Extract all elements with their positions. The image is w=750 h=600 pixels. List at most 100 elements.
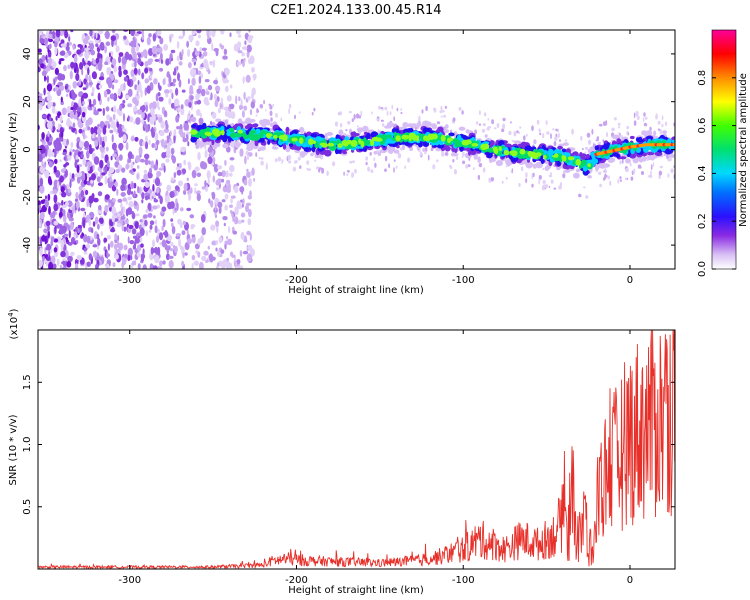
spectrogram-noise-mark (204, 180, 207, 188)
spectrogram-noise-mark (114, 233, 118, 241)
spectrogram-ridge-mark (561, 148, 567, 153)
snr-multiplier-exp: 4 (7, 312, 15, 317)
spectrogram-speck (370, 169, 374, 174)
spectrogram-noise-mark (155, 235, 160, 243)
spectrogram-speck (430, 147, 434, 151)
spectrogram-speck (538, 175, 542, 180)
spectrogram-noise-mark (107, 243, 110, 251)
spectrogram-noise-mark (122, 206, 126, 214)
spectrogram-noise-mark (172, 83, 176, 87)
spectrogram-noise-mark (218, 206, 222, 214)
spectrogram-speck (386, 110, 389, 116)
spectrogram-ridge-mark (662, 145, 668, 150)
spectrogram-noise-mark (94, 139, 99, 147)
spectrogram-noise-mark (190, 68, 196, 77)
spectrogram-noise-mark (239, 148, 244, 157)
spectrogram-noise-mark (212, 156, 216, 164)
spectrogram-noise-mark (42, 114, 47, 119)
spectrogram-speck (586, 132, 591, 138)
spectrogram-noise-mark (184, 242, 190, 251)
spectrogram-noise-mark (97, 223, 100, 230)
spectrogram-noise-mark (187, 78, 190, 85)
spectrogram-speck (598, 171, 602, 175)
spectrogram-speck (657, 128, 661, 131)
spectrogram-speck (591, 128, 594, 135)
spectrogram-noise-mark (104, 175, 108, 185)
spectrogram-noise-mark (119, 104, 123, 111)
spectrogram-noise-mark (188, 192, 192, 201)
spectrogram-noise-mark (109, 129, 114, 134)
spectrogram-ridge-mark (467, 140, 472, 144)
spectrogram-noise-mark (91, 133, 95, 139)
spectrogram-speck (643, 112, 646, 117)
spectrogram-speck (467, 164, 471, 168)
spectrogram-speck (558, 132, 560, 139)
spectrogram-speck (633, 112, 636, 119)
spectrogram-noise-mark (144, 192, 150, 196)
spectrogram-noise-mark (241, 110, 245, 118)
spectrogram-noise-mark (55, 30, 61, 38)
spectrogram-noise-mark (61, 261, 67, 265)
spectrogram-noise-mark (199, 47, 202, 52)
spectrogram-speck (299, 165, 302, 170)
spectrogram-noise-mark (69, 110, 75, 119)
spectrogram-ridge-mark (578, 153, 587, 157)
spectrogram-noise-mark (155, 93, 159, 102)
spectrogram-noise-mark (147, 202, 152, 211)
spectrogram-noise-mark (142, 248, 145, 255)
spectrogram-speck (584, 151, 587, 154)
spectrogram-noise-mark (134, 136, 139, 142)
spectrogram-noise-mark (220, 249, 225, 255)
spectrogram-noise-mark (88, 40, 94, 44)
spectrogram-noise-mark (52, 126, 56, 131)
spectrogram-ridge-mark (267, 139, 271, 145)
spectrogram-noise-mark (129, 255, 133, 261)
spectrogram-noise-mark (98, 76, 105, 81)
spectrogram-noise-mark (194, 243, 200, 250)
spectrogram-noise-mark (122, 134, 127, 143)
spectrogram-noise-mark (199, 113, 202, 118)
spectrogram-noise-mark (127, 115, 130, 121)
spectrogram-ridge-mark (612, 152, 619, 156)
spectrogram-speck (294, 114, 296, 120)
spectrogram-noise-mark (220, 30, 225, 35)
spectrogram-noise-mark (196, 109, 201, 116)
spectrogram-speck (292, 166, 297, 172)
spectrogram-noise-mark (232, 216, 235, 222)
spectrogram-noise-mark (123, 76, 128, 82)
spectrogram-noise-mark (230, 197, 233, 204)
spectrogram-ridge-mark (346, 139, 352, 144)
spectrogram-noise-mark (81, 47, 85, 52)
spectrogram-noise-mark (158, 167, 164, 171)
spectrogram-noise-mark (150, 247, 154, 255)
spectrogram-noise-mark (117, 213, 121, 217)
spectrogram-noise-mark (166, 144, 171, 153)
spectrogram-ridge-mark (422, 147, 426, 152)
spectrogram-noise-mark (95, 57, 100, 64)
spectrogram-noise-mark (186, 177, 189, 182)
spectrogram-noise-mark (144, 194, 149, 201)
spectrogram-noise-mark (228, 172, 233, 177)
spectrogram-noise-mark (224, 159, 227, 166)
spectrogram-noise-mark (214, 203, 217, 211)
spectrogram-noise-mark (75, 200, 80, 209)
spectrogram-ridge-mark (495, 160, 503, 167)
spectrogram-noise-mark (194, 50, 200, 56)
spectrogram-noise-mark (168, 75, 172, 85)
spectrogram-speck (433, 107, 437, 113)
spectrogram-noise-mark (53, 149, 57, 158)
spectrogram-ridge-mark (548, 148, 554, 155)
snr-ytick-label: 1.5 (22, 374, 33, 390)
spectrogram-noise-mark (176, 169, 182, 176)
spectrogram-ridge-mark (565, 148, 571, 154)
spectrogram-noise-mark (135, 44, 140, 52)
spectrogram-speck (604, 167, 607, 173)
spectrogram-noise-mark (196, 30, 202, 34)
spectrogram-speck (418, 115, 421, 122)
spectrogram-speck (391, 104, 394, 110)
spectrogram-noise-mark (143, 101, 149, 106)
colorbar-tick-label: 0.0 (697, 261, 708, 277)
spectrogram-noise-mark (120, 202, 123, 209)
spectrogram-noise-mark (50, 151, 55, 157)
